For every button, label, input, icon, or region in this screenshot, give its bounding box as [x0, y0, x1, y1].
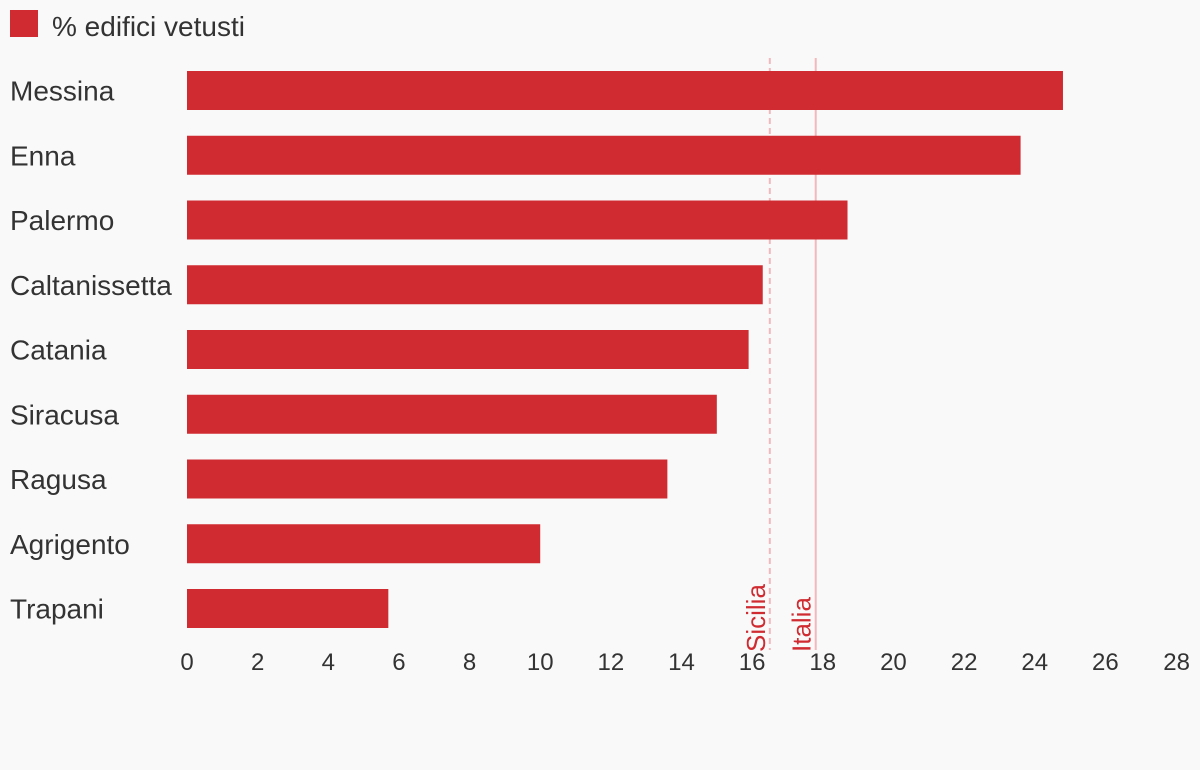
bar-agrigento — [187, 524, 541, 564]
x-tick-label: 12 — [598, 649, 625, 676]
category-label: Messina — [10, 76, 115, 107]
x-tick-label: 24 — [1021, 649, 1048, 676]
category-labels: Messina Enna Palermo Caltanissetta Catania Si… — [10, 76, 172, 625]
x-tick-label: 18 — [809, 649, 836, 676]
reference-label-sicilia: Sicilia — [741, 584, 771, 652]
bar-trapani — [187, 589, 389, 628]
bar-messina — [187, 71, 1063, 110]
x-tick-label: 10 — [527, 649, 554, 676]
x-tick-label: 22 — [951, 649, 978, 676]
legend: % edifici vetusti — [10, 10, 245, 42]
x-tick-label: 4 — [322, 649, 335, 676]
x-tick-label: 16 — [739, 649, 766, 676]
bar-palermo — [187, 200, 848, 240]
bar-ragusa — [187, 459, 668, 499]
x-tick-label: 26 — [1092, 649, 1119, 676]
x-tick-label: 6 — [392, 649, 405, 676]
category-label: Ragusa — [10, 464, 107, 495]
x-axis-ticks: 0 2 4 6 8 10 12 14 16 18 20 22 24 26 28 — [180, 649, 1190, 676]
category-label: Siracusa — [10, 399, 119, 430]
category-label: Caltanissetta — [10, 270, 172, 301]
reference-labels: Sicilia Italia — [741, 584, 817, 652]
reference-label-italia: Italia — [787, 597, 817, 652]
category-label: Enna — [10, 140, 76, 171]
bar-catania — [187, 330, 749, 369]
legend-swatch — [10, 10, 38, 37]
x-tick-label: 20 — [880, 649, 907, 676]
x-tick-label: 14 — [668, 649, 695, 676]
category-label: Palermo — [10, 205, 114, 236]
bar-enna — [187, 135, 1021, 175]
legend-label: % edifici vetusti — [52, 11, 245, 42]
category-label: Agrigento — [10, 529, 130, 560]
x-tick-label: 28 — [1163, 649, 1190, 676]
x-tick-label: 0 — [180, 649, 193, 676]
bar-siracusa — [187, 394, 717, 434]
bars — [187, 71, 1063, 628]
category-label: Trapani — [10, 594, 104, 625]
x-tick-label: 8 — [463, 649, 476, 676]
x-tick-label: 2 — [251, 649, 264, 676]
bar-caltanissetta — [187, 265, 763, 305]
category-label: Catania — [10, 335, 107, 366]
